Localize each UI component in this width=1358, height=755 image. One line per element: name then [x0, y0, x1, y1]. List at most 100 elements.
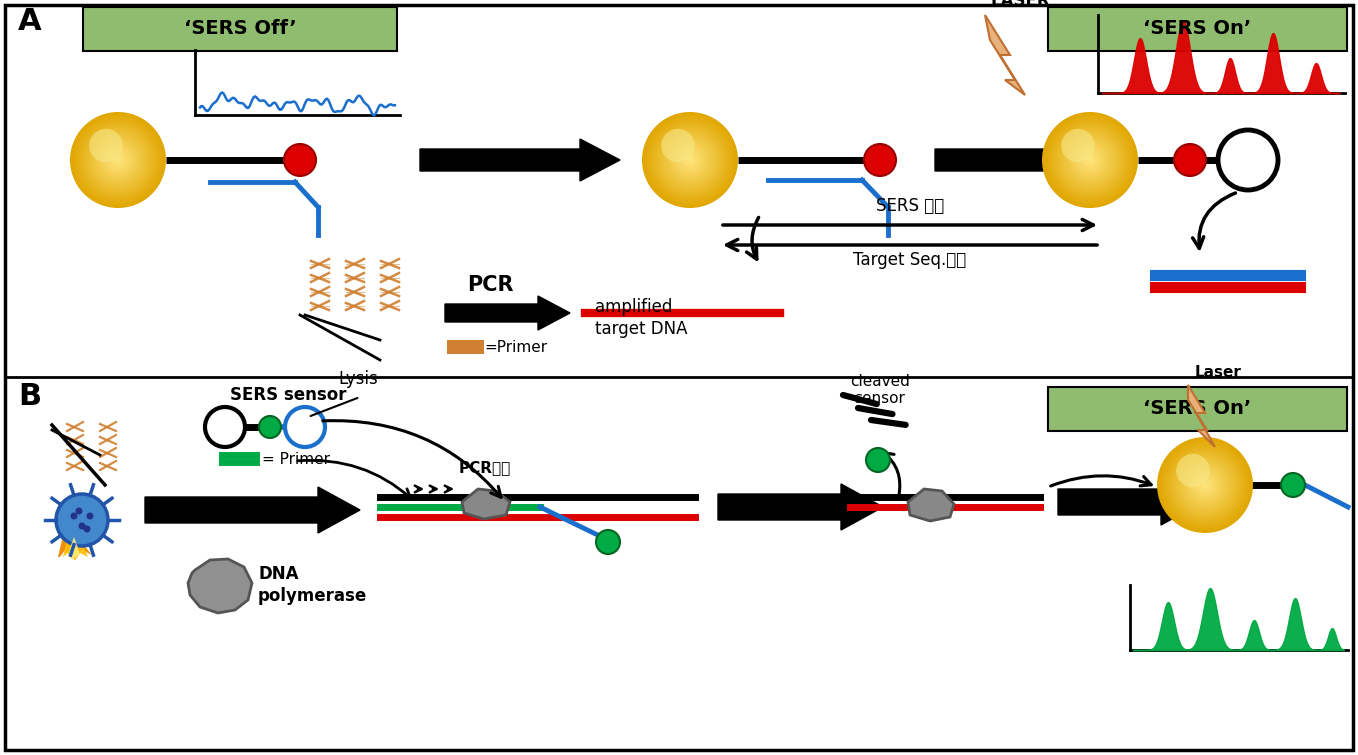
- Circle shape: [1086, 157, 1093, 163]
- Circle shape: [1191, 471, 1219, 499]
- Circle shape: [1047, 117, 1133, 203]
- Circle shape: [1076, 145, 1105, 175]
- Circle shape: [105, 146, 132, 174]
- Text: ‘SERS On’: ‘SERS On’: [1143, 399, 1251, 418]
- Circle shape: [661, 129, 695, 162]
- Text: PCR: PCR: [467, 275, 513, 295]
- Circle shape: [1067, 137, 1114, 183]
- Circle shape: [117, 159, 120, 161]
- Circle shape: [1061, 130, 1120, 190]
- Circle shape: [1046, 115, 1135, 205]
- Circle shape: [679, 149, 701, 171]
- Circle shape: [77, 120, 158, 200]
- Circle shape: [1071, 142, 1108, 178]
- Circle shape: [1167, 446, 1244, 524]
- Circle shape: [99, 141, 137, 179]
- Circle shape: [650, 121, 729, 199]
- Circle shape: [655, 124, 727, 196]
- FancyArrow shape: [718, 484, 883, 530]
- Circle shape: [659, 129, 721, 191]
- Circle shape: [109, 151, 128, 169]
- Circle shape: [684, 154, 697, 166]
- Circle shape: [109, 150, 128, 170]
- Circle shape: [1168, 448, 1243, 522]
- Circle shape: [646, 117, 733, 203]
- Circle shape: [652, 122, 728, 198]
- Circle shape: [1085, 155, 1095, 165]
- Circle shape: [1161, 441, 1249, 529]
- Circle shape: [1051, 121, 1128, 199]
- Circle shape: [1200, 480, 1210, 490]
- Circle shape: [90, 131, 147, 189]
- FancyArrow shape: [420, 139, 621, 181]
- Circle shape: [678, 147, 703, 173]
- Circle shape: [1046, 116, 1134, 204]
- Circle shape: [689, 158, 693, 162]
- Circle shape: [71, 112, 166, 208]
- Circle shape: [1181, 462, 1228, 508]
- Circle shape: [1061, 129, 1095, 162]
- Circle shape: [1169, 449, 1241, 521]
- Circle shape: [1054, 124, 1126, 196]
- Circle shape: [689, 159, 691, 161]
- Circle shape: [98, 140, 139, 180]
- Circle shape: [1179, 459, 1230, 511]
- Circle shape: [100, 142, 136, 178]
- Circle shape: [1067, 138, 1112, 182]
- Circle shape: [683, 153, 697, 167]
- Circle shape: [87, 129, 149, 191]
- FancyBboxPatch shape: [1048, 387, 1347, 431]
- Circle shape: [79, 522, 86, 529]
- Circle shape: [1173, 453, 1237, 517]
- Circle shape: [76, 507, 83, 514]
- Circle shape: [79, 121, 158, 199]
- Circle shape: [650, 120, 731, 200]
- Circle shape: [285, 407, 325, 447]
- Circle shape: [259, 416, 281, 438]
- FancyArrow shape: [145, 487, 360, 533]
- Circle shape: [75, 117, 162, 203]
- Circle shape: [1184, 464, 1226, 506]
- Circle shape: [86, 128, 149, 192]
- Circle shape: [649, 119, 731, 201]
- Circle shape: [1042, 112, 1138, 208]
- Circle shape: [1050, 120, 1130, 200]
- Circle shape: [86, 127, 151, 193]
- Circle shape: [105, 147, 130, 173]
- FancyArrow shape: [936, 139, 1135, 181]
- Circle shape: [665, 136, 714, 184]
- Text: B: B: [18, 382, 41, 411]
- Circle shape: [111, 153, 125, 167]
- Circle shape: [77, 119, 159, 201]
- Circle shape: [687, 157, 693, 163]
- Circle shape: [671, 141, 709, 179]
- Text: amplified
target DNA: amplified target DNA: [595, 298, 687, 338]
- Circle shape: [76, 118, 160, 202]
- Circle shape: [1088, 158, 1092, 162]
- Text: PCR반응: PCR반응: [459, 460, 511, 475]
- Circle shape: [1203, 483, 1207, 487]
- FancyArrow shape: [445, 296, 570, 330]
- Circle shape: [1158, 438, 1252, 532]
- Circle shape: [1177, 458, 1232, 512]
- Circle shape: [1171, 451, 1238, 519]
- Circle shape: [1057, 127, 1123, 193]
- Circle shape: [1181, 461, 1229, 509]
- FancyArrow shape: [1058, 479, 1203, 525]
- Circle shape: [73, 115, 163, 205]
- Text: Lysis: Lysis: [338, 370, 378, 388]
- Circle shape: [83, 125, 153, 195]
- Circle shape: [669, 139, 712, 181]
- Circle shape: [656, 126, 724, 194]
- Circle shape: [1073, 143, 1107, 177]
- Circle shape: [1080, 150, 1100, 170]
- Text: ‘SERS On’: ‘SERS On’: [1143, 20, 1251, 39]
- Circle shape: [684, 155, 695, 165]
- Circle shape: [1194, 474, 1215, 496]
- Circle shape: [1205, 484, 1206, 486]
- Circle shape: [1084, 154, 1096, 166]
- Circle shape: [56, 494, 109, 546]
- Circle shape: [653, 123, 727, 197]
- Circle shape: [1187, 467, 1224, 503]
- Circle shape: [1076, 146, 1104, 174]
